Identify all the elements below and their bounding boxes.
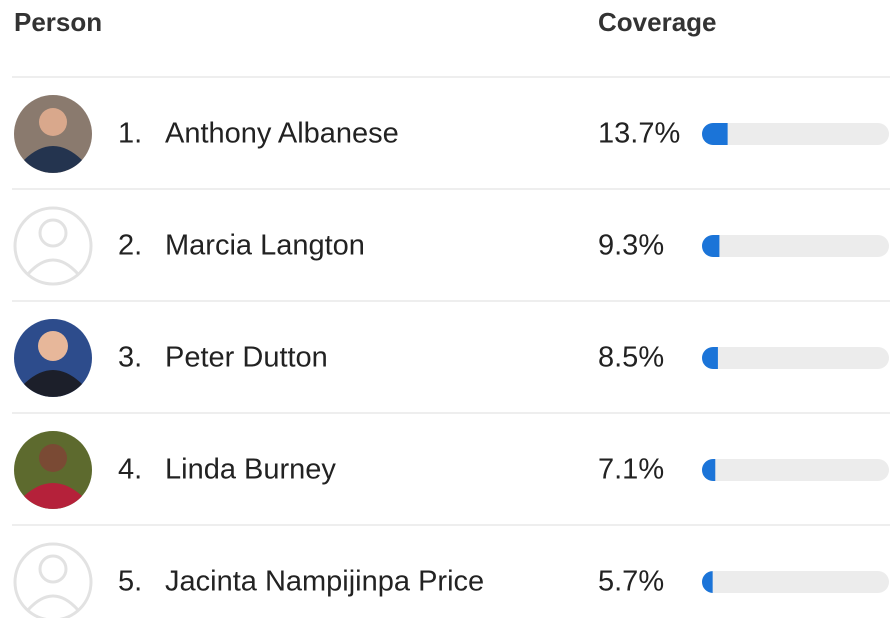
rank: 1. xyxy=(118,118,142,150)
person-name: Anthony Albanese xyxy=(165,118,399,150)
coverage-bar xyxy=(702,459,715,481)
avatar-photo xyxy=(14,95,92,173)
coverage-label: 13.7% xyxy=(598,118,680,150)
coverage-bar xyxy=(702,123,728,145)
column-header: Person xyxy=(14,7,102,37)
bar-track xyxy=(702,347,889,369)
avatar-photo xyxy=(14,431,92,509)
bar-track xyxy=(702,123,889,145)
person-name: Marcia Langton xyxy=(165,230,365,262)
rank: 3. xyxy=(118,342,142,374)
coverage-bar xyxy=(702,235,719,257)
coverage-label: 9.3% xyxy=(598,230,664,262)
rank: 4. xyxy=(118,454,142,486)
bar-track xyxy=(702,571,889,593)
coverage-label: 8.5% xyxy=(598,342,664,374)
coverage-bar xyxy=(702,571,713,593)
person-name: Peter Dutton xyxy=(165,342,328,374)
coverage-label: 7.1% xyxy=(598,454,664,486)
avatar-placeholder xyxy=(15,208,91,284)
page: {"header": {"person": "Person", "coverag… xyxy=(0,0,890,618)
person-name: Jacinta Nampijinpa Price xyxy=(165,566,484,598)
bar-track xyxy=(702,459,889,481)
avatar-placeholder xyxy=(15,544,91,618)
person-name: Linda Burney xyxy=(165,454,336,486)
avatar-photo xyxy=(14,319,92,397)
coverage-table: Person Coverage 1. Anthony Albanese 13.7% 2… xyxy=(0,0,890,618)
rank: 5. xyxy=(118,566,142,598)
column-header: Coverage xyxy=(598,7,717,37)
bar-track xyxy=(702,235,889,257)
coverage-label: 5.7% xyxy=(598,566,664,598)
rank: 2. xyxy=(118,230,142,262)
coverage-bar xyxy=(702,347,718,369)
